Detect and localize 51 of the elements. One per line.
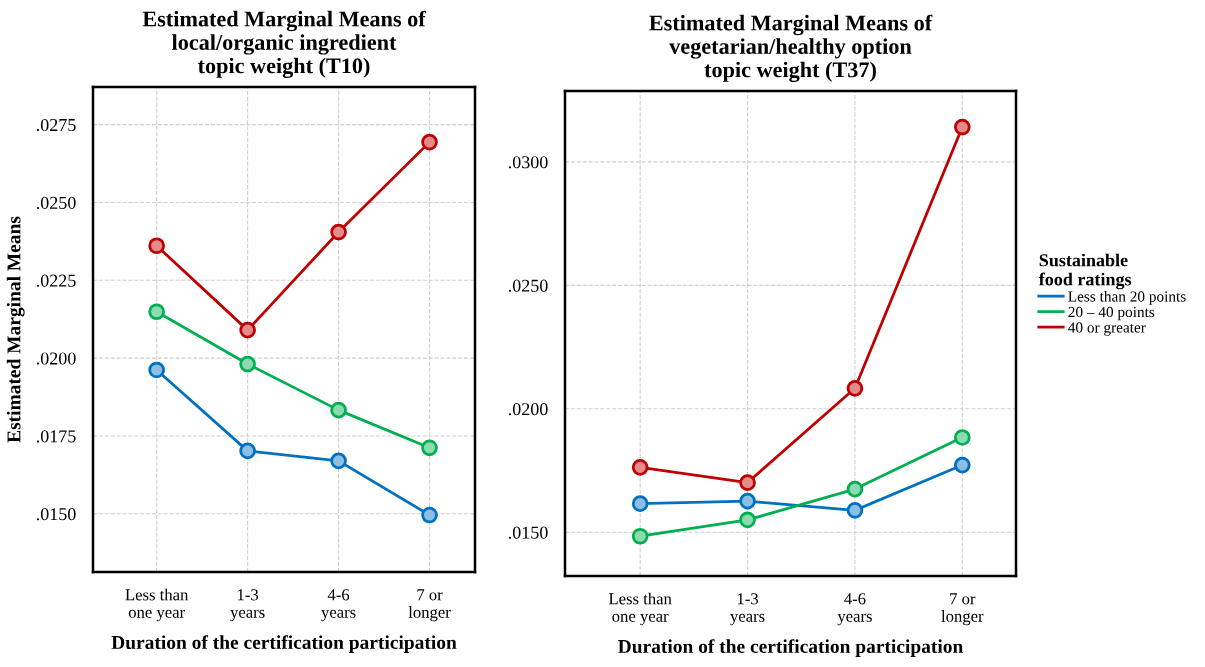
point [239,355,256,373]
x-tick-label: 1-3 years [230,589,265,622]
chart-title: Estimated Marginal Means of local/organic ingredient topic weight (T10) [142,10,426,79]
y-tick-label: .0200 [508,403,548,416]
point [330,401,347,419]
legend-label: Less than 20 points [1068,290,1186,305]
point [846,480,864,498]
point [953,456,971,474]
point [739,511,756,529]
point [148,303,165,321]
y-tick-label: .0225 [36,274,76,287]
y-axis-title: Estimated Marginal Means [6,216,25,443]
point [953,429,971,446]
point [953,118,971,136]
point [739,492,756,510]
point [631,459,649,476]
point [148,237,165,255]
y-tick-label: .0175 [36,430,76,443]
point [239,321,256,339]
point [739,474,756,491]
x-tick-label: 7 or longer [941,593,984,626]
y-tick-label: .0150 [36,508,76,521]
point [421,506,438,524]
point [330,452,347,470]
point [421,133,438,151]
y-tick-label: .0150 [508,526,548,539]
point [239,442,256,460]
x-axis-title: Duration of the certification participation [618,639,964,657]
x-tick-label: 1-3 years [730,593,765,626]
point [148,361,165,379]
y-tick-label: .0250 [508,279,548,292]
x-axis-title: Duration of the certification participation [111,635,457,653]
legend-label: 40 or greater [1068,322,1146,336]
point [421,439,438,457]
x-tick-label: 7 or longer [408,589,451,622]
x-tick-label: 4-6 years [321,589,356,622]
x-tick-label: Less than one year [608,592,672,626]
y-tick-label: .0200 [36,352,76,365]
chart-title: Estimated Marginal Means of vegetarian/healthy option topic weight (T37) [649,14,933,83]
x-tick-label: Less than one year [125,588,189,622]
point [846,501,864,519]
point [846,379,864,397]
point [631,495,649,512]
point [631,527,649,545]
legend-label: 20 – 40 points [1068,306,1155,321]
y-tick-label: .0250 [36,196,76,210]
legend-title: Sustainable food ratings [1038,253,1132,290]
y-tick-label: .0275 [36,118,76,132]
point [330,223,347,241]
y-tick-label: .0300 [508,156,548,169]
x-tick-label: 4-6 years [837,593,872,626]
